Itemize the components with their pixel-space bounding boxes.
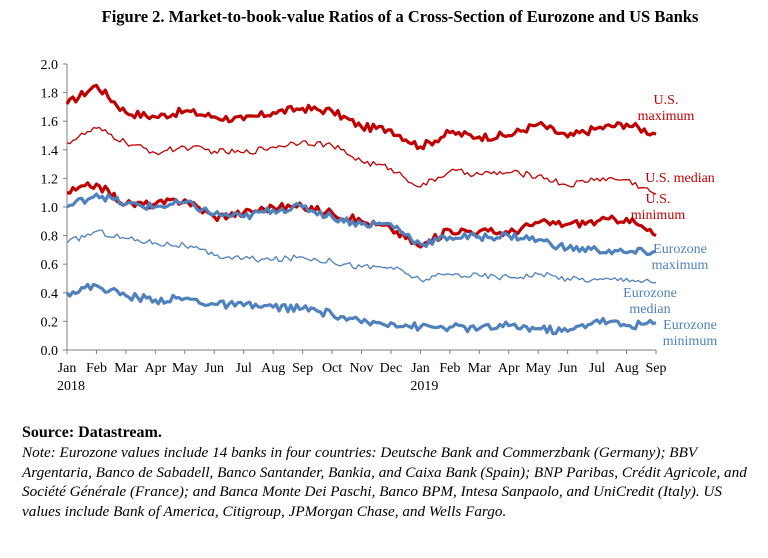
x-year-label: 2018 <box>57 379 85 394</box>
x-tick-label: Jun <box>558 361 577 376</box>
series-label-eurozone-median: Eurozone median <box>623 286 677 317</box>
y-tick-label: 0.6 <box>41 258 59 273</box>
x-tick-label: Sep <box>292 361 313 376</box>
y-tick-label: 2.0 <box>41 58 59 73</box>
series-label-u-s-minimum: U.S. minimum <box>631 192 686 223</box>
x-tick-label: Nov <box>349 361 373 376</box>
series-label-u-s-median: U.S. median <box>645 171 715 186</box>
x-tick-label: Apr <box>498 361 520 376</box>
y-tick-label: 0.4 <box>41 287 59 302</box>
chart-axes: 0.0 0.2 0.4 0.6 0.8 1.0 1.2 1.4 1.6 1.8 2.0 Jan Feb M… <box>41 58 667 394</box>
x-year-label: 2019 <box>410 379 438 394</box>
x-tick-label: Mar <box>114 361 138 376</box>
x-tick-label: Sep <box>646 361 667 376</box>
series-line-u-s-minimum <box>66 181 657 249</box>
series-line-eurozone-median <box>66 229 657 284</box>
source-line: Source: Datastream. <box>22 424 162 441</box>
line-chart: 0.0 0.2 0.4 0.6 0.8 1.0 1.2 1.4 1.6 1.8 2.0 Jan Feb M… <box>41 58 718 394</box>
series-label-eurozone-minimum: Eurozone minimum <box>663 318 718 349</box>
series-line-eurozone-minimum <box>65 282 657 336</box>
series-line-u-s-maximum <box>65 83 657 151</box>
x-tick-label: Jan <box>58 361 77 376</box>
x-tick-label: Apr <box>144 361 166 376</box>
x-tick-label: Mar <box>468 361 492 376</box>
y-tick-label: 1.0 <box>41 201 59 216</box>
chart-note: Note: Eurozone values include 14 banks i… <box>22 444 747 520</box>
x-tick-label: May <box>525 361 551 376</box>
x-tick-label: Oct <box>322 361 342 376</box>
chart-title: Figure 2. Market-to-book-value Ratios of… <box>101 7 699 26</box>
x-tick-label: Jul <box>236 361 252 376</box>
y-tick-label: 1.8 <box>41 87 59 102</box>
x-tick-label: May <box>172 361 198 376</box>
x-tick-label: Feb <box>439 361 460 376</box>
x-tick-label: Feb <box>86 361 107 376</box>
x-tick-label: Aug <box>261 361 285 376</box>
y-tick-label: 0.8 <box>41 230 59 245</box>
x-tick-label: Jun <box>205 361 224 376</box>
series-label-u-s-maximum: U.S. maximum <box>638 93 695 124</box>
y-tick-label: 0.0 <box>41 344 59 359</box>
x-tick-label: Aug <box>614 361 638 376</box>
series-line-u-s-median <box>66 126 657 195</box>
series-line-eurozone-maximum <box>66 192 657 256</box>
y-tick-label: 1.4 <box>41 144 59 159</box>
y-tick-label: 0.2 <box>41 315 59 330</box>
x-tick-label: Jul <box>589 361 605 376</box>
y-tick-label: 1.6 <box>41 115 59 130</box>
series-label-eurozone-maximum: Eurozone maximum <box>652 242 709 273</box>
x-tick-label: Jan <box>411 361 430 376</box>
x-tick-label: Dec <box>380 361 403 376</box>
y-tick-label: 1.2 <box>41 172 59 187</box>
chart-series-lines <box>65 83 657 336</box>
chart-series-labels: U.S. maximum U.S. median U.S. minimum Eurozon… <box>623 93 717 349</box>
